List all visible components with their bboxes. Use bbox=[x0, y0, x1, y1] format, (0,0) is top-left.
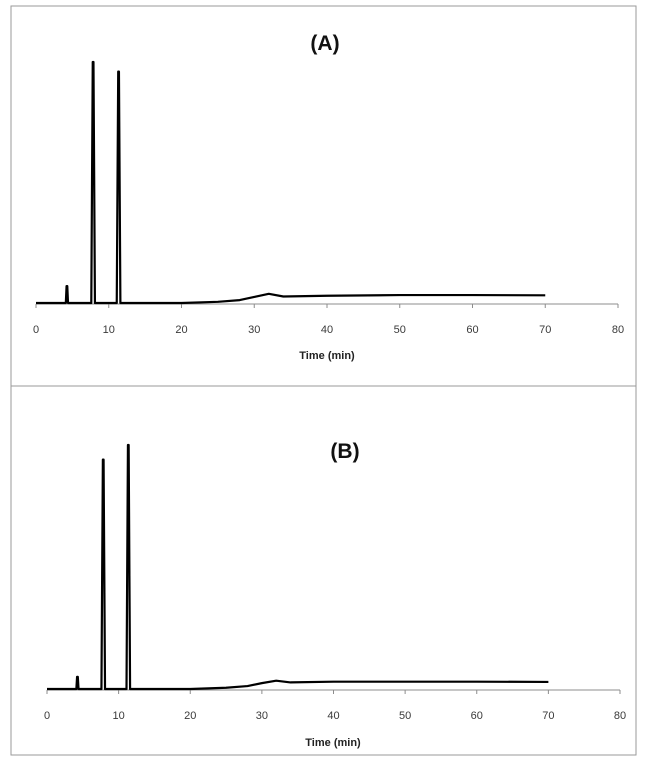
panel-b-title: (B) bbox=[330, 440, 359, 463]
panel-a-title: (A) bbox=[310, 32, 339, 55]
panel-b-x-tick-label: 30 bbox=[256, 710, 268, 722]
panel-a-x-tick-label: 10 bbox=[103, 324, 115, 336]
panel-b-frame bbox=[10, 385, 637, 756]
panel-b-x-axis-label: Time (min) bbox=[305, 737, 361, 749]
panel-a-x-tick-label: 20 bbox=[175, 324, 187, 336]
panel-a-x-tick-label: 40 bbox=[321, 324, 333, 336]
panel-b-chromatogram-trace bbox=[47, 443, 549, 691]
panel-a-chromatogram-trace bbox=[36, 60, 546, 305]
panel-a-axes: 0 10 20 30 40 50 60 70 80 bbox=[33, 60, 624, 336]
panel-b-x-tick-label: 60 bbox=[471, 710, 483, 722]
panel-b-x-tick-label: 70 bbox=[542, 710, 554, 722]
panel-b-x-tick-label: 10 bbox=[113, 710, 125, 722]
panel-a-x-tick-label: 60 bbox=[466, 324, 478, 336]
panel-a-x-axis-label: Time (min) bbox=[299, 350, 355, 362]
panel-b-axes: 0 10 20 30 40 50 60 70 80 bbox=[44, 443, 626, 722]
panel-b-x-tick-label: 20 bbox=[184, 710, 196, 722]
panel-b-x-tick-label: 40 bbox=[327, 710, 339, 722]
panel-a-x-tick-label: 70 bbox=[539, 324, 551, 336]
panel-a-x-tick-label: 0 bbox=[33, 324, 39, 336]
panel-b-x-tick-label: 0 bbox=[44, 710, 50, 722]
panel-a-x-tick-label: 80 bbox=[612, 324, 624, 336]
panel-a-x-tick-label: 50 bbox=[394, 324, 406, 336]
panel-b-x-tick-label: 50 bbox=[399, 710, 411, 722]
panel-b-x-tick-label: 80 bbox=[614, 710, 626, 722]
panel-b: (B) 0 10 20 30 40 50 60 70 80 Time (min) bbox=[10, 385, 637, 756]
panel-a: (A) 0 10 20 30 40 50 60 70 80 Time (min) bbox=[10, 5, 637, 387]
panel-a-x-tick-label: 30 bbox=[248, 324, 260, 336]
